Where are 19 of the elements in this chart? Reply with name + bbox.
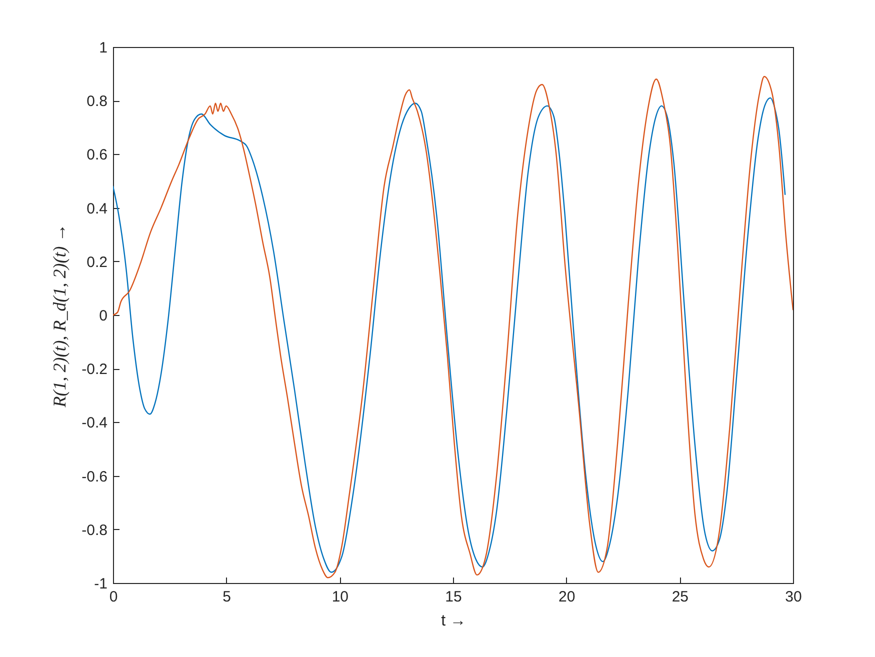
- y-tick-label: 0.2: [86, 254, 108, 271]
- y-tick-label: 1: [99, 40, 108, 56]
- x-tick-label: 20: [558, 588, 576, 606]
- y-tick-label: 0.4: [86, 200, 108, 218]
- x-tick-label: 15: [445, 588, 462, 606]
- y-tick-label: 0: [99, 308, 108, 324]
- y-tick-label: -0.6: [82, 468, 108, 486]
- x-tick-label: 30: [785, 588, 802, 606]
- y-tick-label: 0.6: [86, 146, 108, 164]
- y-tick-label: -0.2: [82, 361, 108, 378]
- x-tick-label: 10: [332, 588, 349, 606]
- x-axis-title: t →: [441, 612, 466, 630]
- y-tick-label: -1: [94, 576, 108, 592]
- y-tick-label: -0.4: [82, 414, 108, 432]
- y-axis-title: R(1, 2)(t), R_d(1, 2)(t) →: [50, 224, 70, 408]
- y-tick-label: 0.8: [86, 93, 108, 110]
- x-tick-label: 5: [222, 588, 232, 606]
- x-tick-label: 25: [672, 588, 689, 606]
- y-tick-label: -0.8: [82, 522, 108, 539]
